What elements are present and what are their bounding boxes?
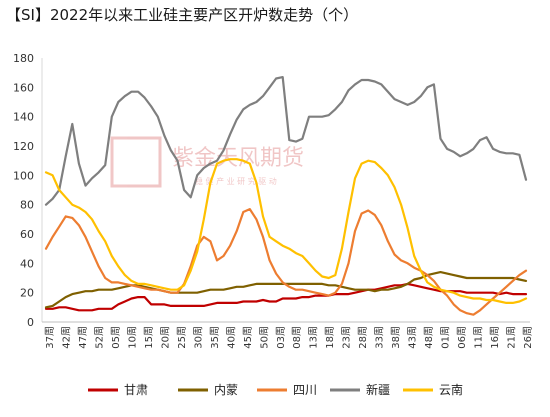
legend-label: 甘肃 — [124, 383, 148, 397]
series-line-云南 — [44, 158, 528, 304]
watermark-logo-box — [110, 136, 162, 188]
x-tick-label: 33周 — [374, 326, 386, 349]
x-tick-label: 38周 — [390, 326, 402, 349]
chart-title: 【SI】2022年以来工业硅主要产区开炉数走势（个） — [6, 6, 359, 24]
y-tick-label: 0 — [27, 316, 34, 329]
x-tick-label: 13周 — [308, 326, 320, 349]
watermark-slogan: 稳 健 产 业 研 究 驱 动 — [195, 176, 277, 186]
legend-label: 新疆 — [366, 382, 390, 397]
x-tick-label: 47周 — [77, 326, 89, 349]
x-axis-ticks: 37周 42周 47周 52周 05周 10周 15周 20周 25周 30周 35周 40周 45周 5… — [44, 326, 534, 349]
series-line-新疆 — [44, 75, 528, 206]
x-tick-label: 43周 — [407, 326, 419, 349]
series-lines — [44, 75, 528, 316]
x-tick-label: 23周 — [341, 326, 353, 349]
y-tick-label: 80 — [20, 199, 34, 212]
x-tick-label: 03周 — [275, 326, 287, 349]
legend: 甘肃 内蒙 四川 新疆 云南 — [88, 382, 463, 397]
y-tick-label: 40 — [20, 257, 34, 270]
y-tick-label: 20 — [20, 287, 34, 300]
x-tick-label: 48周 — [423, 326, 435, 349]
x-tick-label: 15周 — [143, 326, 155, 349]
y-tick-label: 180 — [13, 52, 34, 65]
y-tick-label: 100 — [13, 169, 34, 182]
y-tick-label: 140 — [13, 111, 34, 124]
y-tick-label: 160 — [13, 81, 34, 94]
x-tick-label: 25周 — [176, 326, 188, 349]
series-line-四川 — [44, 208, 528, 316]
legend-label: 四川 — [293, 383, 317, 397]
x-tick-label: 01周 — [440, 326, 452, 349]
y-tick-label: 120 — [13, 140, 34, 153]
x-tick-label: 11周 — [473, 326, 485, 349]
x-tick-label: 20周 — [159, 326, 171, 349]
legend-label: 云南 — [439, 382, 463, 397]
legend-label: 内蒙 — [214, 383, 238, 397]
x-tick-label: 06周 — [456, 326, 468, 349]
x-tick-label: 10周 — [126, 326, 138, 349]
x-tick-label: 16周 — [489, 326, 501, 349]
x-tick-label: 21周 — [506, 326, 518, 349]
x-tick-label: 05周 — [110, 326, 122, 349]
x-tick-label: 37周 — [44, 326, 56, 349]
x-tick-label: 30周 — [192, 326, 204, 349]
x-tick-label: 50周 — [258, 326, 270, 349]
watermark: 紫金天风期货 稳 健 产 业 研 究 驱 动 — [110, 136, 304, 188]
x-tick-label: 45周 — [242, 326, 254, 349]
x-tick-label: 26周 — [522, 326, 534, 349]
x-tick-label: 40周 — [225, 326, 237, 349]
x-tick-label: 28周 — [357, 326, 369, 349]
y-axis-ticks: 0 20 40 60 80 100 120 140 160 180 — [13, 52, 34, 329]
x-tick-label: 52周 — [93, 326, 105, 349]
x-tick-label: 35周 — [209, 326, 221, 349]
x-tick-label: 08周 — [291, 326, 303, 349]
series-line-内蒙 — [44, 271, 528, 309]
y-tick-label: 60 — [20, 228, 34, 241]
x-tick-label: 42周 — [60, 326, 72, 349]
x-tick-label: 18周 — [324, 326, 336, 349]
